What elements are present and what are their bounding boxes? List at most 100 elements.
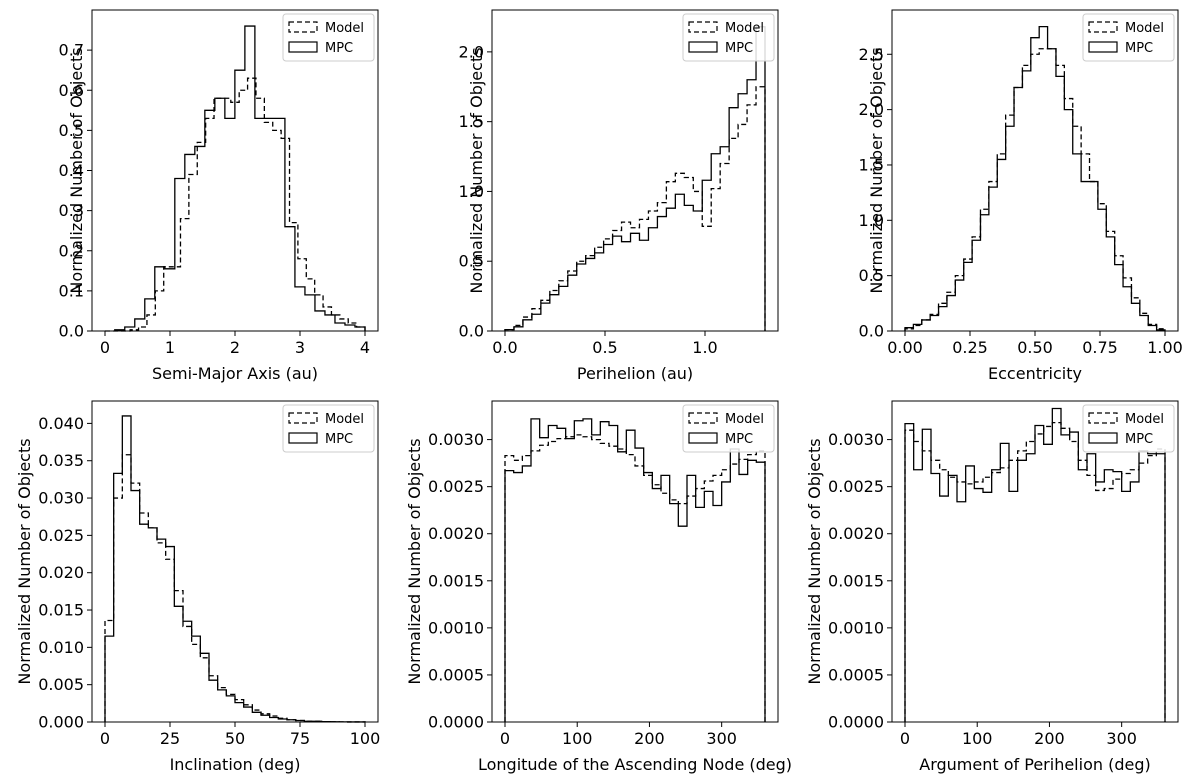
x-tick-label: 0.00	[887, 338, 923, 357]
series-model	[104, 454, 366, 723]
subplot-3: 0.00 0.25 0.50 0.75 1.00 0.0 0.5 1.0 1.5 2.0 2.5 Ec…	[859, 9, 1183, 383]
legend: Model MPC	[1082, 404, 1175, 453]
series-mpc	[904, 407, 1166, 722]
x-tick-label: 25	[160, 729, 180, 748]
legend-swatch-mpc	[1088, 41, 1118, 53]
y-axis-label: Normalized Number of Objects	[867, 47, 886, 293]
legend-box	[682, 404, 775, 453]
legend-label: Model	[725, 412, 764, 427]
series-model	[504, 86, 766, 331]
x-tick-label: 300	[706, 729, 737, 748]
y-tick-label: 0.010	[38, 638, 84, 657]
legend-box	[1082, 404, 1175, 453]
y-tick-label: 0.0	[59, 322, 84, 341]
x-tick-label: 4	[360, 338, 370, 357]
legend: Model MPC	[682, 13, 775, 62]
legend-swatch-mpc	[288, 432, 318, 444]
legend-box	[682, 13, 775, 62]
legend-label: MPC	[325, 41, 353, 56]
y-tick-label: 0.0010	[828, 618, 884, 637]
x-tick-label: 50	[225, 729, 245, 748]
legend-swatch-mpc	[288, 41, 318, 53]
y-tick-label: 0.0000	[428, 713, 484, 732]
series-model	[904, 422, 1166, 722]
y-tick-label: 2.5	[859, 45, 884, 64]
legend-label: Model	[325, 21, 364, 36]
subplot-4: 0 25 50 75 100 0.000 0.005 0.010 0.015 0.020 0.025…	[15, 400, 380, 774]
y-tick-label: 0.0020	[428, 524, 484, 543]
y-tick-label: 0.7	[59, 41, 84, 60]
subplot-5: 0 100 200 300 0.0000 0.0005 0.0010 0.0015 0.0020…	[405, 400, 792, 774]
axes-frame	[491, 400, 779, 723]
legend-label: Model	[1125, 412, 1164, 427]
legend: Model MPC	[1082, 13, 1175, 62]
legend-label: Model	[325, 412, 364, 427]
x-tick-label: 0	[500, 729, 510, 748]
legend-label: Model	[1125, 21, 1164, 36]
legend-swatch-mpc	[688, 41, 718, 53]
y-tick-label: 0.0030	[828, 430, 884, 449]
x-tick-label: 0	[100, 729, 110, 748]
y-tick-label: 0.0015	[828, 571, 884, 590]
x-tick-label: 0	[100, 338, 110, 357]
y-axis-label: Normalized Number of Objects	[15, 438, 34, 684]
x-tick-label: 300	[1106, 729, 1137, 748]
legend-swatch-model	[688, 21, 718, 33]
legend-label: MPC	[725, 432, 753, 447]
x-tick-label: 1.0	[692, 338, 717, 357]
legend: Model MPC	[282, 404, 375, 453]
y-axis-label: Normalized Number of Objects	[805, 438, 824, 684]
legend-box	[1082, 13, 1175, 62]
series-model	[904, 48, 1166, 331]
legend-swatch-model	[1088, 21, 1118, 33]
x-tick-label: 0	[900, 729, 910, 748]
series-mpc	[104, 415, 366, 723]
x-tick-label: 0.50	[1017, 338, 1053, 357]
y-tick-label: 0.5	[459, 252, 484, 271]
x-tick-label: 100	[562, 729, 593, 748]
legend-label: Model	[725, 21, 764, 36]
legend-box	[282, 404, 375, 453]
y-tick-label: 0.1	[59, 281, 84, 300]
y-tick-label: 0.6	[59, 81, 84, 100]
series-mpc	[114, 25, 366, 331]
y-tick-label: 1.0	[859, 211, 884, 230]
subplot-2: 0.0 0.5 1.0 0.0 0.5 1.0 1.5 2.0 Perihelion (au) N…	[459, 9, 779, 383]
x-axis-label: Eccentricity	[988, 364, 1082, 383]
x-tick-label: 0.0	[492, 338, 517, 357]
legend-swatch-model	[688, 412, 718, 424]
y-tick-label: 0.0025	[828, 477, 884, 496]
y-tick-label: 0.015	[38, 601, 84, 620]
legend-label: MPC	[1125, 432, 1153, 447]
x-tick-label: 0.75	[1082, 338, 1118, 357]
y-tick-label: 0.040	[38, 414, 84, 433]
subplot-6: 0 100 200 300 0.0000 0.0005 0.0010 0.0015 0.0020…	[805, 400, 1179, 774]
y-tick-label: 0.0020	[828, 524, 884, 543]
y-tick-label: 0.005	[38, 675, 84, 694]
y-axis-label: Normalized Number of Objects	[405, 438, 424, 684]
legend: Model MPC	[682, 404, 775, 453]
y-tick-label: 1.0	[459, 182, 484, 201]
x-axis-label: Inclination (deg)	[170, 755, 301, 774]
legend-swatch-mpc	[688, 432, 718, 444]
y-tick-label: 0.025	[38, 526, 84, 545]
y-tick-label: 2.0	[859, 100, 884, 119]
y-tick-label: 1.5	[859, 155, 884, 174]
x-axis-label: Semi-Major Axis (au)	[152, 364, 318, 383]
x-tick-label: 0.25	[952, 338, 988, 357]
y-tick-label: 0.0000	[828, 713, 884, 732]
subplot-1: 0 1 2 3 4 0.0 0.1 0.2 0.3 0.4 0.5 0.6 0.7 Semi-Major …	[59, 9, 379, 383]
x-axis-label: Perihelion (au)	[577, 364, 693, 383]
legend-swatch-model	[288, 412, 318, 424]
x-tick-label: 0.5	[592, 338, 617, 357]
x-axis-label: Longitude of the Ascending Node (deg)	[478, 755, 792, 774]
x-tick-label: 1.00	[1147, 338, 1183, 357]
y-tick-label: 0.0	[459, 322, 484, 341]
y-tick-label: 0.000	[38, 713, 84, 732]
legend-label: MPC	[325, 432, 353, 447]
y-tick-label: 0.035	[38, 451, 84, 470]
y-tick-label: 0.2	[59, 241, 84, 260]
y-tick-label: 1.5	[459, 112, 484, 131]
legend-swatch-model	[1088, 412, 1118, 424]
y-tick-label: 0.0	[859, 322, 884, 341]
